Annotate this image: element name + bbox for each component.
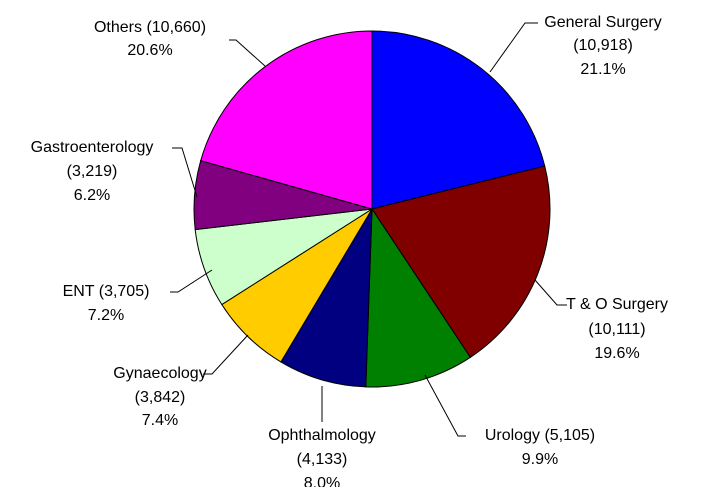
category-label: T & O Surgery [566,296,668,313]
leader-line [489,22,538,73]
percentage-label: 7.2% [88,307,124,324]
pie-slice [371,30,546,210]
category-label: Gastroenterology [31,139,154,156]
value-label: (3,219) [67,163,118,180]
category-label: General Surgery [544,14,661,31]
value-label: (5,105) [544,427,595,444]
pie-slice [280,208,373,388]
percentage-label: 9.9% [522,451,558,468]
slice-label: Others (10,660) [94,19,206,36]
value-label: (10,660) [146,19,206,36]
category-label: Gynaecology [113,365,206,382]
value-label: (3,705) [99,283,150,300]
value-label: (3,842) [135,389,186,406]
pie-slice [365,207,472,388]
leader-line [203,334,249,375]
value-label: (10,111) [588,321,645,338]
leader-line [229,39,266,67]
percentage-label: 21.1% [580,61,625,78]
percentage-label: 20.6% [127,42,172,59]
leader-line [424,374,466,437]
leader-line [170,269,213,293]
percentage-label: 6.2% [74,187,110,204]
percentage-label: 7.4% [142,412,178,429]
slice-label: ENT (3,705) [63,283,150,300]
category-label: Others [94,19,142,36]
category-label: Urology [485,427,540,444]
pie-slice [200,30,373,210]
value-label: (10,918) [573,37,633,54]
category-label: Ophthalmology [268,427,376,444]
category-label: ENT [63,283,95,300]
slice-label: Urology (5,105) [485,427,595,444]
leader-line [172,147,198,198]
percentage-label: 8.0% [304,475,340,487]
leader-line [534,279,567,306]
value-label: (4,133) [297,451,348,468]
pie-slice [371,165,551,359]
percentage-label: 19.6% [594,345,639,362]
